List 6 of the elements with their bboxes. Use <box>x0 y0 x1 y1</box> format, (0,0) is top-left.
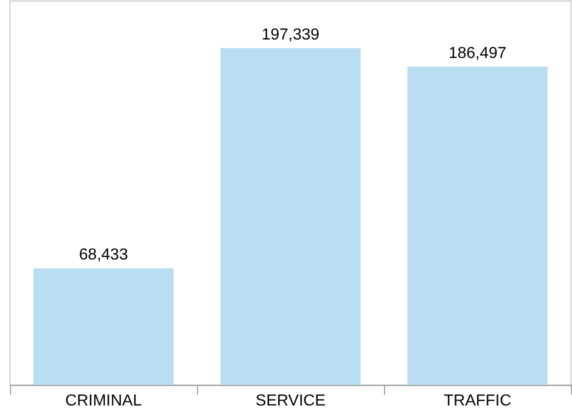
x-tick-label: SERVICE <box>256 392 326 410</box>
x-tick-label: CRIMINAL <box>65 392 142 410</box>
data-label: 68,433 <box>79 246 128 264</box>
data-label: 186,497 <box>448 45 507 62</box>
x-tick-label: TRAFFIC <box>444 392 512 410</box>
data-label: 197,339 <box>262 26 320 44</box>
